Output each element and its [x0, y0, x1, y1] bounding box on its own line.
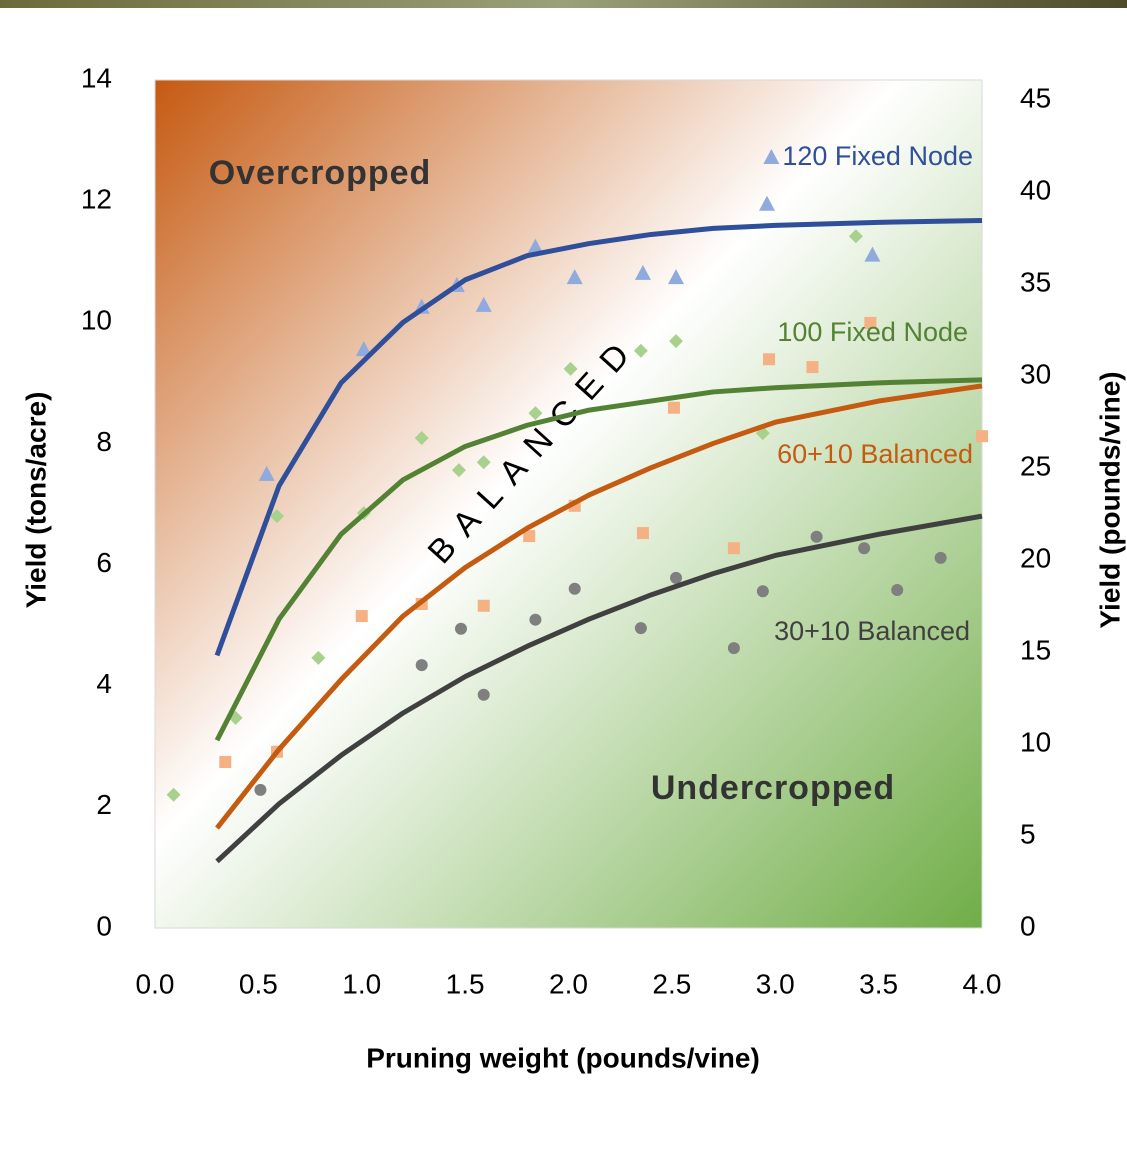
point: [356, 610, 368, 622]
point: [529, 614, 541, 626]
y-axis-title: Yield (tons/acre): [20, 392, 51, 609]
x-tick-label: 3.0: [756, 968, 795, 999]
point: [858, 542, 870, 554]
chart: Pruning weight (pounds/vine) Yield (tons…: [0, 0, 1127, 1153]
point: [254, 784, 266, 796]
x-tick-label: 4.0: [963, 968, 1002, 999]
x-tick-label: 1.0: [342, 968, 381, 999]
point: [935, 552, 947, 564]
x-tick-label: 2.0: [549, 968, 588, 999]
y2-tick-label: 40: [1020, 175, 1051, 206]
y-tick-label: 10: [81, 305, 112, 336]
y-tick-label: 4: [96, 668, 112, 699]
y-tick-label: 12: [81, 184, 112, 215]
point: [891, 584, 903, 596]
y2-tick-label: 35: [1020, 267, 1051, 298]
point: [455, 623, 467, 635]
y2-tick-label: 10: [1020, 726, 1051, 757]
y2-tick-label: 5: [1020, 818, 1036, 849]
x-tick-label: 0.5: [239, 968, 278, 999]
y2-axis-title: Yield (pounds/vine): [1094, 371, 1125, 628]
point: [670, 572, 682, 584]
legend-label: 120 Fixed Node: [782, 141, 973, 171]
legend-label: 30+10 Balanced: [774, 616, 970, 646]
y2-tick-label: 0: [1020, 910, 1036, 941]
y2-tick-label: 30: [1020, 359, 1051, 390]
legend-label: 60+10 Balanced: [777, 439, 973, 469]
point: [416, 659, 428, 671]
x-tick-label: 3.5: [859, 968, 898, 999]
y-tick-label: 6: [96, 547, 112, 578]
point: [763, 353, 775, 365]
x-tick-label: 1.5: [446, 968, 485, 999]
photo-strip: [0, 0, 1127, 8]
y-tick-label: 0: [96, 910, 112, 941]
y2-tick-label: 20: [1020, 542, 1051, 573]
point: [635, 622, 647, 634]
point: [219, 756, 231, 768]
point: [478, 689, 490, 701]
point: [637, 527, 649, 539]
y2-tick-label: 45: [1020, 83, 1051, 114]
x-tick-label: 0.0: [136, 968, 175, 999]
point: [478, 600, 490, 612]
point: [728, 642, 740, 654]
point: [806, 361, 818, 373]
y-tick-label: 2: [96, 789, 112, 820]
point: [976, 430, 988, 442]
point: [668, 402, 680, 414]
x-axis-title: Pruning weight (pounds/vine): [366, 1042, 760, 1073]
y-tick-label: 8: [96, 426, 112, 457]
y2-tick-label: 25: [1020, 451, 1051, 482]
y-tick-label: 14: [81, 62, 112, 93]
point: [757, 585, 769, 597]
x-tick-label: 2.5: [652, 968, 691, 999]
region-label: Undercropped: [651, 769, 895, 807]
point: [728, 542, 740, 554]
region-label: Overcropped: [209, 154, 432, 192]
point: [811, 531, 823, 543]
y2-tick-label: 15: [1020, 634, 1051, 665]
legend-label: 100 Fixed Node: [777, 317, 968, 347]
point: [569, 583, 581, 595]
